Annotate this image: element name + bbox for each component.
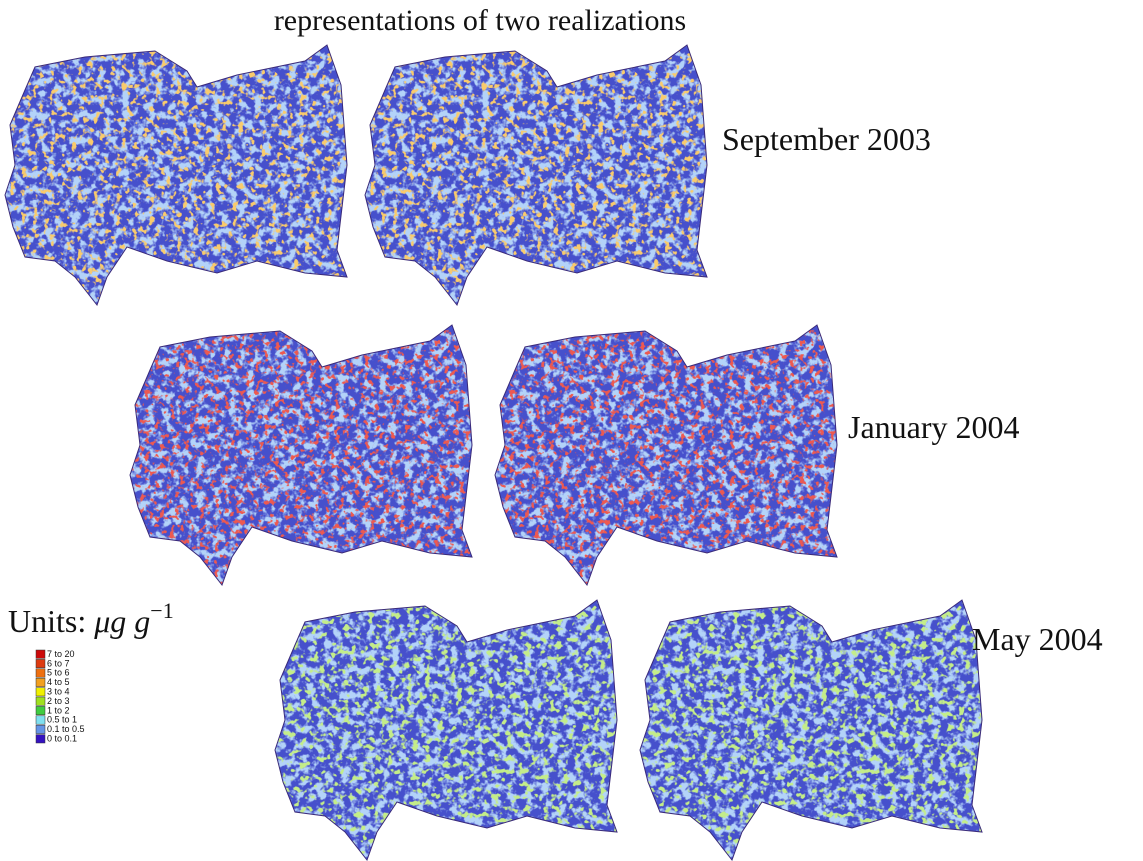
maps xyxy=(5,45,985,861)
legend-swatch xyxy=(36,659,45,667)
map-fill xyxy=(365,45,710,310)
units-label: Units: μg g−1 xyxy=(8,598,174,639)
map-texture xyxy=(130,325,475,590)
map xyxy=(5,45,350,310)
legend-label: 0 to 0.1 xyxy=(47,733,77,743)
map xyxy=(640,600,985,861)
units-symbol: μg g xyxy=(93,603,150,639)
row-label: September 2003 xyxy=(722,121,931,157)
legend-swatch xyxy=(36,716,45,724)
map xyxy=(365,45,710,310)
map-fill xyxy=(275,600,620,861)
map xyxy=(275,600,620,861)
units-exponent: −1 xyxy=(150,598,173,623)
map-texture xyxy=(495,325,840,590)
figure: representations of two realizations Sept… xyxy=(0,0,1143,861)
row-label: January 2004 xyxy=(848,409,1020,445)
map xyxy=(495,325,840,590)
legend-swatch xyxy=(36,678,45,686)
map-fill xyxy=(495,325,840,590)
units-text: Units: xyxy=(8,603,86,639)
map-fill xyxy=(5,45,350,310)
legend-swatch xyxy=(36,669,45,677)
map-fill xyxy=(640,600,985,861)
legend-swatch xyxy=(36,706,45,714)
legend-swatch xyxy=(36,650,45,658)
map-texture xyxy=(640,600,985,861)
legend: 7 to 206 to 75 to 64 to 53 to 42 to 31 t… xyxy=(36,649,85,744)
legend-swatch xyxy=(36,688,45,696)
map-texture xyxy=(365,45,710,310)
map-fill xyxy=(130,325,475,590)
map xyxy=(130,325,475,590)
legend-swatch xyxy=(36,735,45,743)
row-label: May 2004 xyxy=(972,621,1103,657)
legend-swatch xyxy=(36,697,45,705)
figure-title: representations of two realizations xyxy=(274,4,686,37)
map-texture xyxy=(275,600,620,861)
legend-swatch xyxy=(36,725,45,733)
map-texture xyxy=(5,45,350,310)
